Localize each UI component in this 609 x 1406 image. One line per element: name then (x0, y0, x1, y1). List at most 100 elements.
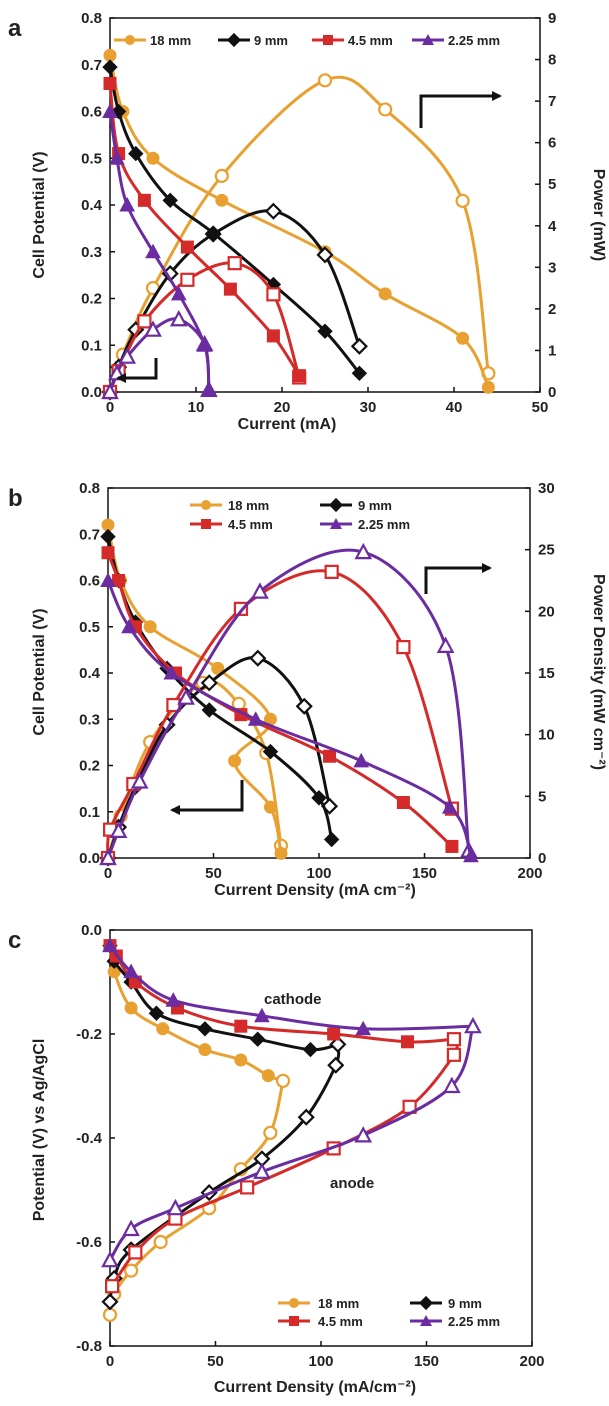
x-tick-label: 20 (274, 399, 291, 416)
potential-point-18mm (215, 193, 229, 207)
panel-c-plot: 0 50 100 150 200 0.0 -0.2 -0.4 -0.6 -0.8 (76, 922, 544, 1370)
cathode-point-2.25mm (123, 963, 139, 979)
potential-point-18mm (146, 151, 160, 165)
power-point-2.25mm (118, 347, 137, 364)
power-line-18mm (108, 75, 490, 393)
legend-label-9mm: 9 mm (358, 498, 392, 513)
potential-point-9mm (201, 702, 217, 718)
y-tick-label: 0.8 (81, 10, 102, 27)
panel-a-y2label: Power (mW) (590, 169, 607, 261)
anode-line-9mm (108, 1044, 341, 1303)
potential-point-4.5mm (292, 369, 306, 383)
power-point-2.25mm (354, 542, 373, 560)
potential-point-9mm (102, 59, 118, 75)
power-point-18mm (214, 168, 229, 184)
x-tick-label: 50 (532, 399, 549, 416)
legend-marker-2.25mm (330, 518, 342, 529)
legend-marker-18mm (289, 1298, 299, 1308)
cathode-point-18mm (261, 1069, 275, 1083)
anode-point-2.25mm (101, 1250, 119, 1268)
y-tick-label: 0.5 (81, 150, 102, 167)
power-point-2.25mm (101, 382, 119, 400)
potential-line-18mm (106, 524, 283, 854)
annotation-anode: anode (330, 1175, 374, 1192)
y2-tick-label: 25 (538, 542, 555, 559)
cathode-point-9mm (249, 1031, 266, 1047)
anode-point-2.25mm (122, 1219, 140, 1237)
y-tick-label: 0.2 (81, 291, 102, 308)
cathode-point-4.5mm (327, 1027, 341, 1041)
legend-label-18mm: 18 mm (150, 33, 191, 48)
legend-marker-4.5mm (201, 519, 211, 529)
potential-point-9mm (205, 225, 221, 241)
cathode-point-18mm (198, 1043, 212, 1057)
panel-b-xlabel: Current Density (mA cm⁻²) (214, 882, 416, 899)
power-point-18mm (317, 73, 333, 88)
legend-label-2.25mm: 2.25 mm (448, 33, 500, 48)
y-tick-label: 0.6 (79, 573, 100, 590)
x-tick-label: 100 (306, 865, 331, 882)
anode-point-18mm (263, 1125, 278, 1140)
legend-label-9mm: 9 mm (448, 1296, 482, 1311)
cathode-point-2.25mm (102, 937, 118, 953)
panel-c-ylabel: Potential (V) vs Ag/AgCl (31, 1039, 48, 1222)
potential-point-2.25mm (247, 711, 264, 726)
potential-point-2.25mm (170, 285, 187, 301)
y-tick-label: 0.4 (81, 197, 103, 214)
y2-tick-label: 4 (548, 218, 557, 235)
anode-point-2.25mm (442, 1076, 461, 1094)
panel-c-legend: 18 mm 9 mm 4.5 mm 2.25 mm (278, 1295, 500, 1329)
potential-point-2.25mm (353, 752, 370, 768)
power-point-4.5mm (137, 314, 152, 329)
power-point-18mm (455, 193, 470, 208)
potential-line-9mm (106, 536, 334, 840)
potential-point-2.25mm (196, 337, 213, 352)
power-line-18mm (106, 679, 283, 859)
y-tick-label: 0.2 (79, 758, 100, 775)
anode-point-18mm (102, 1307, 118, 1322)
potential-point-2.25mm (201, 381, 217, 397)
potential-point-2.25mm (119, 196, 136, 212)
power-point-9mm (200, 674, 218, 692)
cathode-point-4.5mm (401, 1035, 415, 1049)
y-tick-label: 0.8 (79, 480, 100, 497)
legend-label-4.5mm: 4.5 mm (228, 517, 273, 532)
potential-point-18mm (274, 846, 288, 860)
cathode-point-18mm (124, 1001, 138, 1015)
y-tick-label: -0.2 (76, 1026, 102, 1043)
panel-a: a 0 10 20 30 40 500.00.10.20.30.40.50.60.70.8… (8, 10, 607, 433)
power-point-9mm (350, 337, 368, 355)
y-tick-label: 0.7 (79, 526, 100, 543)
y2-tick-label: 3 (548, 259, 556, 276)
panel-b-label: b (8, 485, 23, 512)
anode-point-2.25mm (354, 1126, 373, 1143)
potential-point-2.25mm (100, 572, 116, 587)
y2-tick-label: 15 (538, 665, 555, 682)
panel-b: b 0 50 100 150 2000.00.10.20.30.40.50.60.70.… (8, 480, 607, 899)
potential-point-4.5mm (396, 796, 410, 809)
power-point-4.5mm (180, 272, 195, 287)
legend-label-9mm: 9 mm (254, 33, 288, 48)
legend-label-4.5mm: 4.5 mm (318, 1314, 363, 1329)
potential-point-9mm (351, 365, 368, 382)
x-tick-label: 200 (517, 865, 542, 882)
cathode-point-18mm (234, 1053, 248, 1067)
anode-point-2.25mm (464, 1016, 482, 1034)
power-point-2.25mm (251, 582, 269, 599)
potential-point-4.5mm (266, 329, 280, 343)
panel-b-left-arrow (170, 780, 244, 815)
panel-b-ylabel: Cell Potential (V) (31, 608, 48, 735)
x-tick-label: 150 (414, 1353, 439, 1370)
anode-point-4.5mm (128, 1245, 143, 1260)
legend-marker-9mm (328, 497, 344, 513)
y2-tick-label: 30 (538, 480, 555, 497)
x-tick-label: 0 (106, 1353, 114, 1370)
legend-label-4.5mm: 4.5 mm (348, 33, 393, 48)
power-point-4.5mm (166, 697, 181, 713)
anode-point-18mm (153, 1234, 168, 1250)
y2-tick-label: 10 (538, 727, 555, 744)
legend-marker-2.25mm (422, 34, 434, 45)
x-tick-label: 0 (104, 865, 112, 882)
potential-point-18mm (378, 287, 392, 301)
power-point-2.25mm (436, 636, 455, 653)
